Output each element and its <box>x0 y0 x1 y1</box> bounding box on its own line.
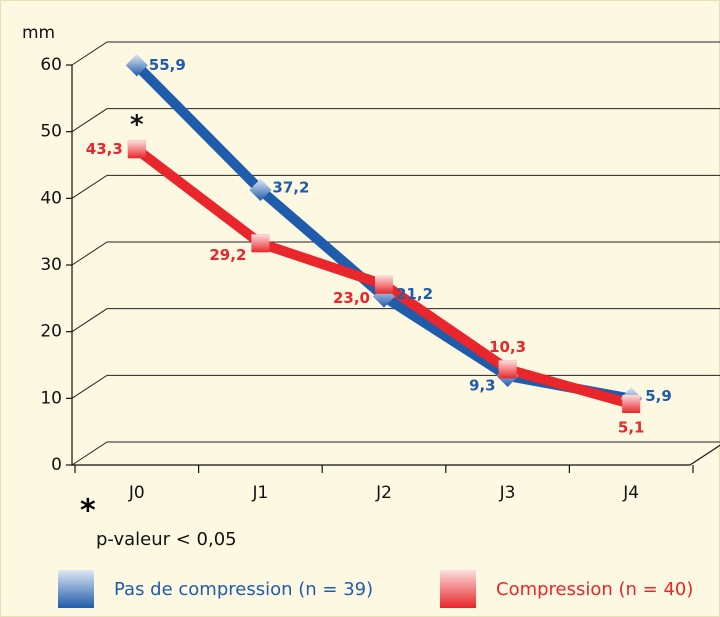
value-label: 43,3 <box>86 140 123 158</box>
x-tick-label: J1 <box>251 483 268 503</box>
y-tick-label: 10 <box>40 388 62 408</box>
marker-shine <box>622 395 641 413</box>
value-label: 37,2 <box>272 179 309 197</box>
grid-line <box>71 441 720 466</box>
significance-marker: * <box>130 110 144 140</box>
y-axis-label: mm <box>22 23 55 43</box>
legend-label: Pas de compression (n = 39) <box>114 579 373 600</box>
y-tick-label: 40 <box>40 188 62 208</box>
value-label: 55,9 <box>149 56 186 74</box>
value-label: 10,3 <box>489 338 526 356</box>
plot-area: 0 10 20 30 40 50 60 J0 J1 J2 J3 J4 55,9 37,2 21,2 9,3 5,… <box>40 41 720 503</box>
marker-shine <box>251 234 270 253</box>
y-tick-label: 50 <box>40 122 62 142</box>
x-tick-label: J0 <box>128 483 145 503</box>
footnote-symbol: * <box>80 494 96 529</box>
legend-item: Compression (n = 40) <box>440 570 693 608</box>
marker <box>125 54 148 77</box>
value-label: 5,9 <box>645 387 672 405</box>
x-tick-label: J3 <box>499 483 516 503</box>
grid-line <box>71 174 720 199</box>
marker <box>127 140 146 159</box>
value-label: 5,1 <box>618 419 645 437</box>
value-label: 29,2 <box>209 246 246 264</box>
value-label: 21,2 <box>396 285 433 303</box>
marker <box>622 395 641 413</box>
value-label: 9,3 <box>469 377 496 395</box>
y-tick-label: 30 <box>40 255 62 275</box>
grid-line <box>71 241 720 266</box>
footnote-text: p-valeur < 0,05 <box>96 529 237 550</box>
marker <box>249 179 272 201</box>
marker <box>375 275 393 294</box>
marker-shine <box>249 179 272 201</box>
legend-item: Pas de compression (n = 39) <box>58 570 373 608</box>
y-tick-label: 0 <box>51 455 62 475</box>
marker-shine <box>125 54 148 77</box>
value-label: 23,0 <box>333 289 370 307</box>
y-tick-label: 60 <box>40 55 62 75</box>
marker-shine <box>127 140 146 159</box>
grid-line <box>71 108 720 133</box>
x-tick-label: J4 <box>622 483 639 503</box>
x-tick-label: J2 <box>375 483 392 503</box>
y-tick-label: 20 <box>40 322 62 342</box>
x-axis-depth <box>689 444 720 466</box>
legend-swatch-shine <box>440 570 476 608</box>
legend-swatch-shine <box>58 570 94 608</box>
marker-shine <box>498 360 517 379</box>
marker-shine <box>375 275 393 294</box>
legend-label: Compression (n = 40) <box>496 579 693 600</box>
marker <box>498 360 517 379</box>
grid-line <box>71 308 720 333</box>
grid-line <box>71 41 720 66</box>
marker <box>251 234 270 253</box>
